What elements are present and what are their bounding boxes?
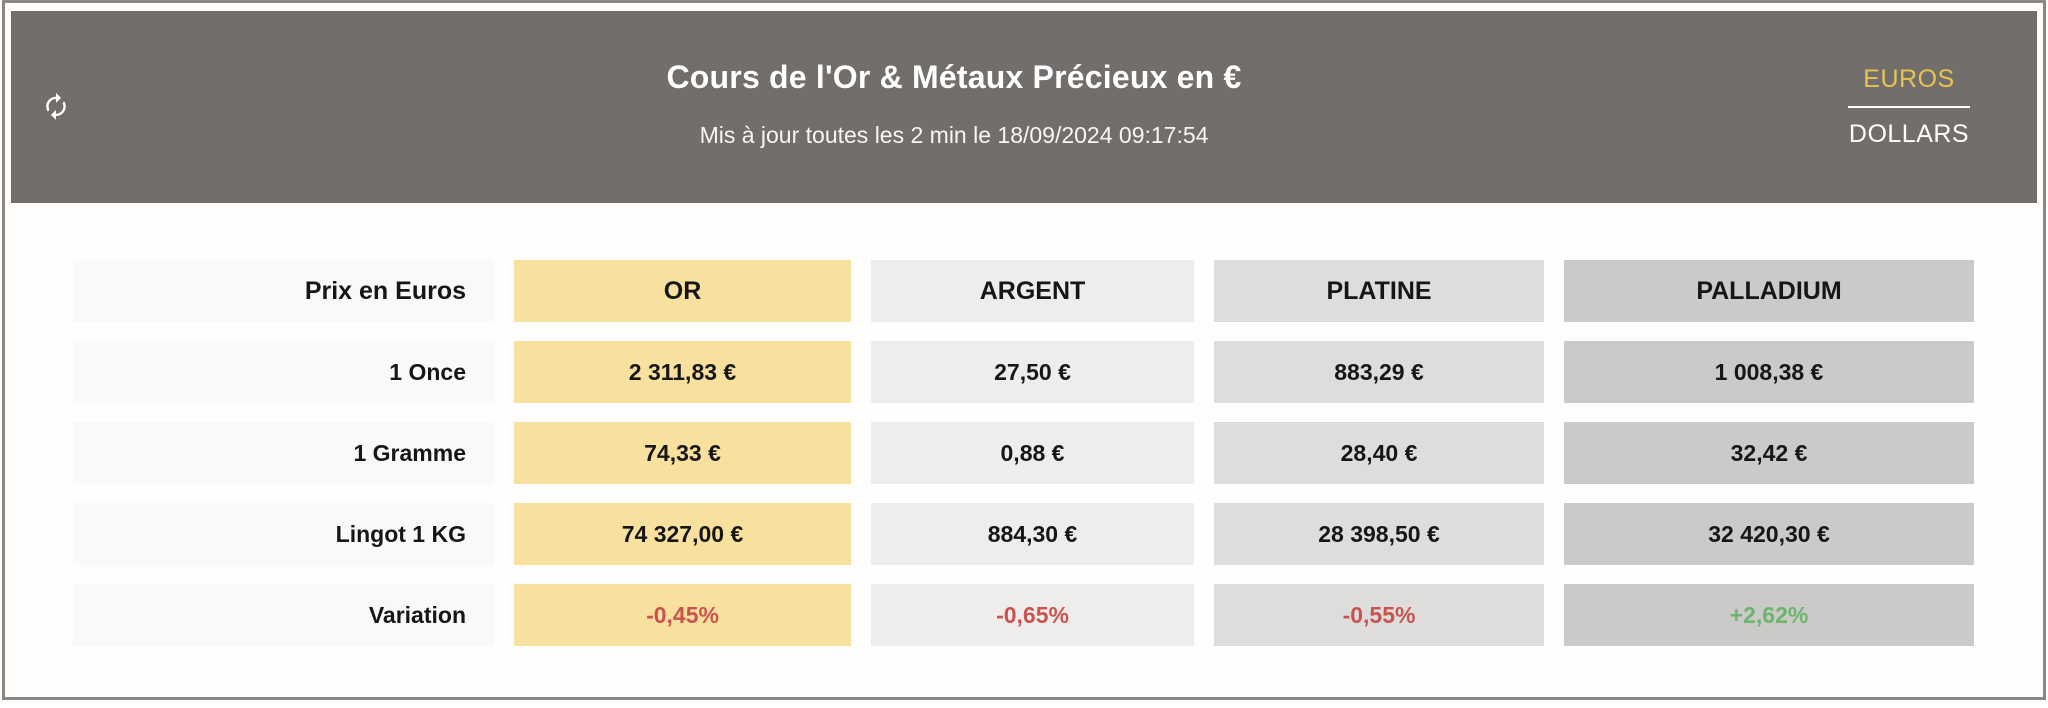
column-header-or: OR <box>514 260 851 322</box>
value-palladium-once: 1 008,38 € <box>1564 341 1974 403</box>
refresh-icon <box>39 89 73 126</box>
last-updated-text: Mis à jour toutes les 2 min le 18/09/202… <box>699 122 1209 148</box>
variation-argent: -0,65% <box>871 584 1194 646</box>
column-header-argent: ARGENT <box>871 260 1194 322</box>
header-left <box>11 11 101 203</box>
row-label-lingot: Lingot 1 KG <box>73 503 494 565</box>
value-palladium-gramme: 32,42 € <box>1564 422 1974 484</box>
row-label-variation: Variation <box>73 584 494 646</box>
row-label-gramme: 1 Gramme <box>73 422 494 484</box>
value-or-once: 2 311,83 € <box>514 341 851 403</box>
price-table: Prix en Euros OR ARGENT PLATINE PALLADIU… <box>73 260 2043 646</box>
page-title: Cours de l'Or & Métaux Précieux en € <box>666 59 1242 95</box>
value-platine-gramme: 28,40 € <box>1214 422 1544 484</box>
table-corner-label: Prix en Euros <box>73 260 494 322</box>
value-platine-lingot: 28 398,50 € <box>1214 503 1544 565</box>
currency-toggle: EUROS DOLLARS <box>1807 11 2037 203</box>
header-center: Cours de l'Or & Métaux Précieux en € Mis… <box>101 11 1807 203</box>
value-or-lingot: 74 327,00 € <box>514 503 851 565</box>
currency-separator <box>1848 106 1970 108</box>
variation-platine: -0,55% <box>1214 584 1544 646</box>
value-argent-lingot: 884,30 € <box>871 503 1194 565</box>
variation-palladium: +2,62% <box>1564 584 1974 646</box>
row-label-once: 1 Once <box>73 341 494 403</box>
value-palladium-lingot: 32 420,30 € <box>1564 503 1974 565</box>
currency-option-euros[interactable]: EUROS <box>1863 65 1955 93</box>
column-header-platine: PLATINE <box>1214 260 1544 322</box>
widget-header: Cours de l'Or & Métaux Précieux en € Mis… <box>11 11 2037 203</box>
value-platine-once: 883,29 € <box>1214 341 1544 403</box>
refresh-button[interactable] <box>34 85 78 129</box>
value-argent-gramme: 0,88 € <box>871 422 1194 484</box>
variation-or: -0,45% <box>514 584 851 646</box>
value-or-gramme: 74,33 € <box>514 422 851 484</box>
value-argent-once: 27,50 € <box>871 341 1194 403</box>
currency-option-dollars[interactable]: DOLLARS <box>1848 120 1970 148</box>
column-header-palladium: PALLADIUM <box>1564 260 1974 322</box>
